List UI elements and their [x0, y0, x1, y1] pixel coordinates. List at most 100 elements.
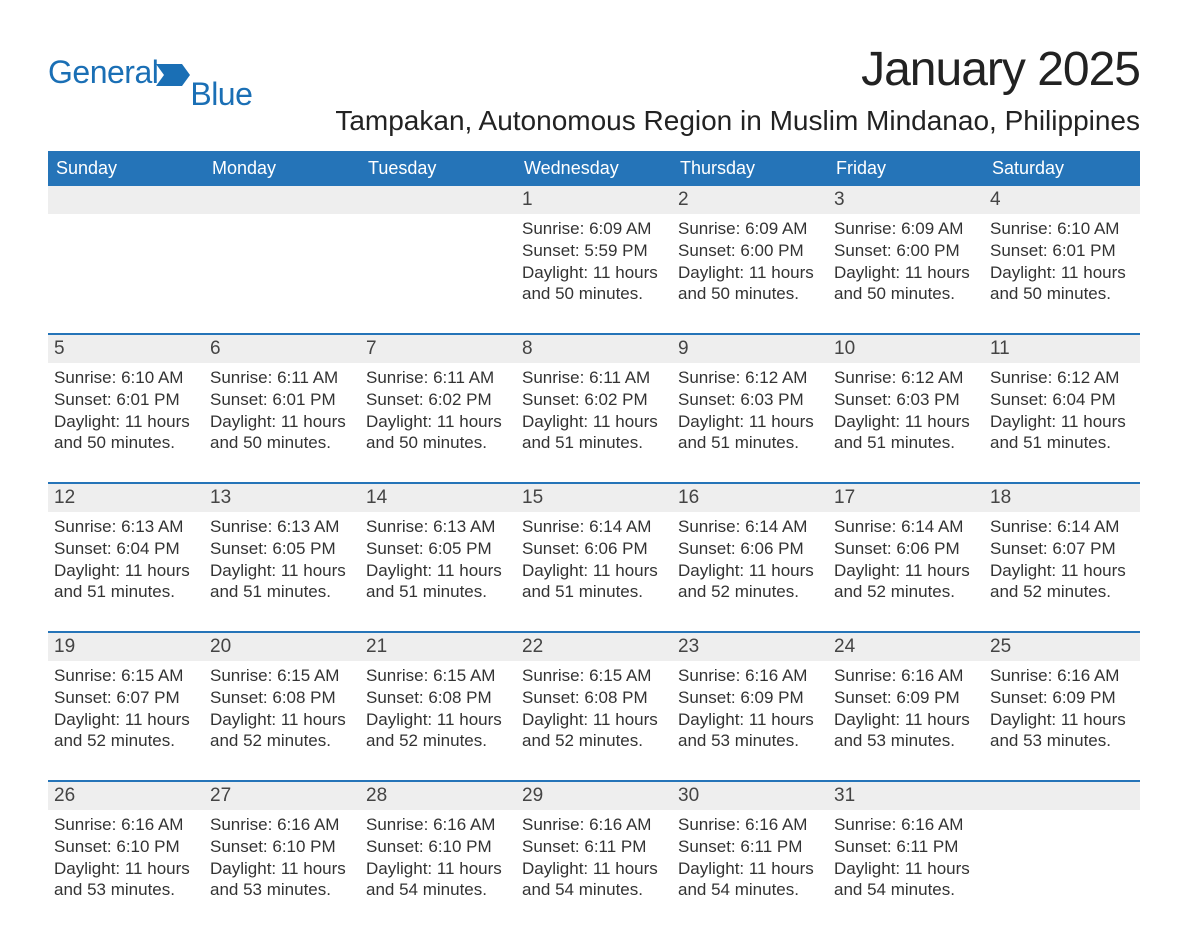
sunrise-text: Sunrise: 6:15 AM	[54, 665, 198, 687]
day-cell: Sunrise: 6:16 AMSunset: 6:10 PMDaylight:…	[360, 810, 516, 929]
month-title: January 2025	[335, 42, 1140, 97]
sunrise-text: Sunrise: 6:14 AM	[990, 516, 1134, 538]
sunrise-text: Sunrise: 6:10 AM	[990, 218, 1134, 240]
daylight-text: Daylight: 11 hours and 51 minutes.	[834, 411, 978, 455]
day-number-row: 12131415161718	[48, 484, 1140, 512]
day-number: 8	[516, 335, 672, 363]
daylight-text: Daylight: 11 hours and 50 minutes.	[678, 262, 822, 306]
week-row: 19202122232425Sunrise: 6:15 AMSunset: 6:…	[48, 631, 1140, 780]
daylight-text: Daylight: 11 hours and 50 minutes.	[990, 262, 1134, 306]
daylight-text: Daylight: 11 hours and 52 minutes.	[990, 560, 1134, 604]
week-row: 1234Sunrise: 6:09 AMSunset: 5:59 PMDayli…	[48, 186, 1140, 333]
daylight-text: Daylight: 11 hours and 50 minutes.	[522, 262, 666, 306]
daylight-text: Daylight: 11 hours and 53 minutes.	[54, 858, 198, 902]
day-cell: Sunrise: 6:14 AMSunset: 6:07 PMDaylight:…	[984, 512, 1140, 631]
day-number: 31	[828, 782, 984, 810]
logo-text-general: General	[48, 54, 158, 91]
day-cell: Sunrise: 6:13 AMSunset: 6:05 PMDaylight:…	[360, 512, 516, 631]
logo-flag-icon	[156, 64, 190, 86]
day-number: 25	[984, 633, 1140, 661]
daylight-text: Daylight: 11 hours and 53 minutes.	[210, 858, 354, 902]
daylight-text: Daylight: 11 hours and 51 minutes.	[366, 560, 510, 604]
day-number: 13	[204, 484, 360, 512]
daylight-text: Daylight: 11 hours and 50 minutes.	[54, 411, 198, 455]
day-cell: Sunrise: 6:16 AMSunset: 6:11 PMDaylight:…	[516, 810, 672, 929]
day-cell: Sunrise: 6:16 AMSunset: 6:09 PMDaylight:…	[984, 661, 1140, 780]
sunrise-text: Sunrise: 6:14 AM	[678, 516, 822, 538]
day-number: 15	[516, 484, 672, 512]
daylight-text: Daylight: 11 hours and 52 minutes.	[366, 709, 510, 753]
day-content-row: Sunrise: 6:16 AMSunset: 6:10 PMDaylight:…	[48, 810, 1140, 929]
sunrise-text: Sunrise: 6:09 AM	[522, 218, 666, 240]
day-number: 10	[828, 335, 984, 363]
daylight-text: Daylight: 11 hours and 51 minutes.	[990, 411, 1134, 455]
day-number: 1	[516, 186, 672, 214]
sunset-text: Sunset: 6:08 PM	[522, 687, 666, 709]
day-number: 11	[984, 335, 1140, 363]
daylight-text: Daylight: 11 hours and 51 minutes.	[522, 560, 666, 604]
day-cell	[204, 214, 360, 333]
daylight-text: Daylight: 11 hours and 54 minutes.	[834, 858, 978, 902]
sunrise-text: Sunrise: 6:12 AM	[834, 367, 978, 389]
sunrise-text: Sunrise: 6:16 AM	[522, 814, 666, 836]
sunrise-text: Sunrise: 6:12 AM	[678, 367, 822, 389]
day-cell: Sunrise: 6:16 AMSunset: 6:09 PMDaylight:…	[672, 661, 828, 780]
day-number: 16	[672, 484, 828, 512]
daylight-text: Daylight: 11 hours and 53 minutes.	[678, 709, 822, 753]
day-number: 18	[984, 484, 1140, 512]
sunrise-text: Sunrise: 6:10 AM	[54, 367, 198, 389]
daylight-text: Daylight: 11 hours and 53 minutes.	[834, 709, 978, 753]
sunrise-text: Sunrise: 6:16 AM	[678, 665, 822, 687]
sunrise-text: Sunrise: 6:14 AM	[834, 516, 978, 538]
day-cell: Sunrise: 6:12 AMSunset: 6:04 PMDaylight:…	[984, 363, 1140, 482]
day-cell: Sunrise: 6:15 AMSunset: 6:08 PMDaylight:…	[360, 661, 516, 780]
sunrise-text: Sunrise: 6:13 AM	[54, 516, 198, 538]
sunrise-text: Sunrise: 6:15 AM	[366, 665, 510, 687]
day-number: 5	[48, 335, 204, 363]
day-cell: Sunrise: 6:15 AMSunset: 6:07 PMDaylight:…	[48, 661, 204, 780]
sunset-text: Sunset: 6:04 PM	[990, 389, 1134, 411]
logo-text-blue: Blue	[190, 76, 252, 113]
sunset-text: Sunset: 6:01 PM	[990, 240, 1134, 262]
sunset-text: Sunset: 6:10 PM	[54, 836, 198, 858]
day-cell: Sunrise: 6:14 AMSunset: 6:06 PMDaylight:…	[516, 512, 672, 631]
daylight-text: Daylight: 11 hours and 51 minutes.	[678, 411, 822, 455]
day-cell	[984, 810, 1140, 929]
sunset-text: Sunset: 6:11 PM	[522, 836, 666, 858]
day-cell: Sunrise: 6:10 AMSunset: 6:01 PMDaylight:…	[48, 363, 204, 482]
weekday-wednesday: Wednesday	[516, 151, 672, 186]
sunrise-text: Sunrise: 6:16 AM	[54, 814, 198, 836]
sunset-text: Sunset: 6:05 PM	[210, 538, 354, 560]
day-number-row: 1234	[48, 186, 1140, 214]
day-cell: Sunrise: 6:16 AMSunset: 6:10 PMDaylight:…	[48, 810, 204, 929]
day-number: 22	[516, 633, 672, 661]
sunset-text: Sunset: 6:06 PM	[834, 538, 978, 560]
sunset-text: Sunset: 6:09 PM	[678, 687, 822, 709]
day-number: 21	[360, 633, 516, 661]
title-block: January 2025 Tampakan, Autonomous Region…	[335, 42, 1140, 137]
sunrise-text: Sunrise: 6:15 AM	[210, 665, 354, 687]
daylight-text: Daylight: 11 hours and 54 minutes.	[678, 858, 822, 902]
daylight-text: Daylight: 11 hours and 51 minutes.	[210, 560, 354, 604]
day-number	[984, 782, 1140, 810]
daylight-text: Daylight: 11 hours and 53 minutes.	[990, 709, 1134, 753]
day-content-row: Sunrise: 6:13 AMSunset: 6:04 PMDaylight:…	[48, 512, 1140, 631]
weeks-container: 1234Sunrise: 6:09 AMSunset: 5:59 PMDayli…	[48, 186, 1140, 929]
day-number: 2	[672, 186, 828, 214]
sunrise-text: Sunrise: 6:14 AM	[522, 516, 666, 538]
day-cell: Sunrise: 6:15 AMSunset: 6:08 PMDaylight:…	[516, 661, 672, 780]
sunrise-text: Sunrise: 6:16 AM	[210, 814, 354, 836]
day-cell: Sunrise: 6:16 AMSunset: 6:10 PMDaylight:…	[204, 810, 360, 929]
sunset-text: Sunset: 6:03 PM	[834, 389, 978, 411]
day-cell: Sunrise: 6:10 AMSunset: 6:01 PMDaylight:…	[984, 214, 1140, 333]
day-cell: Sunrise: 6:15 AMSunset: 6:08 PMDaylight:…	[204, 661, 360, 780]
day-cell: Sunrise: 6:13 AMSunset: 6:05 PMDaylight:…	[204, 512, 360, 631]
daylight-text: Daylight: 11 hours and 50 minutes.	[210, 411, 354, 455]
sunset-text: Sunset: 6:10 PM	[366, 836, 510, 858]
sunrise-text: Sunrise: 6:12 AM	[990, 367, 1134, 389]
daylight-text: Daylight: 11 hours and 51 minutes.	[54, 560, 198, 604]
daylight-text: Daylight: 11 hours and 52 minutes.	[834, 560, 978, 604]
day-cell: Sunrise: 6:11 AMSunset: 6:02 PMDaylight:…	[516, 363, 672, 482]
sunset-text: Sunset: 6:06 PM	[678, 538, 822, 560]
sunrise-text: Sunrise: 6:13 AM	[366, 516, 510, 538]
